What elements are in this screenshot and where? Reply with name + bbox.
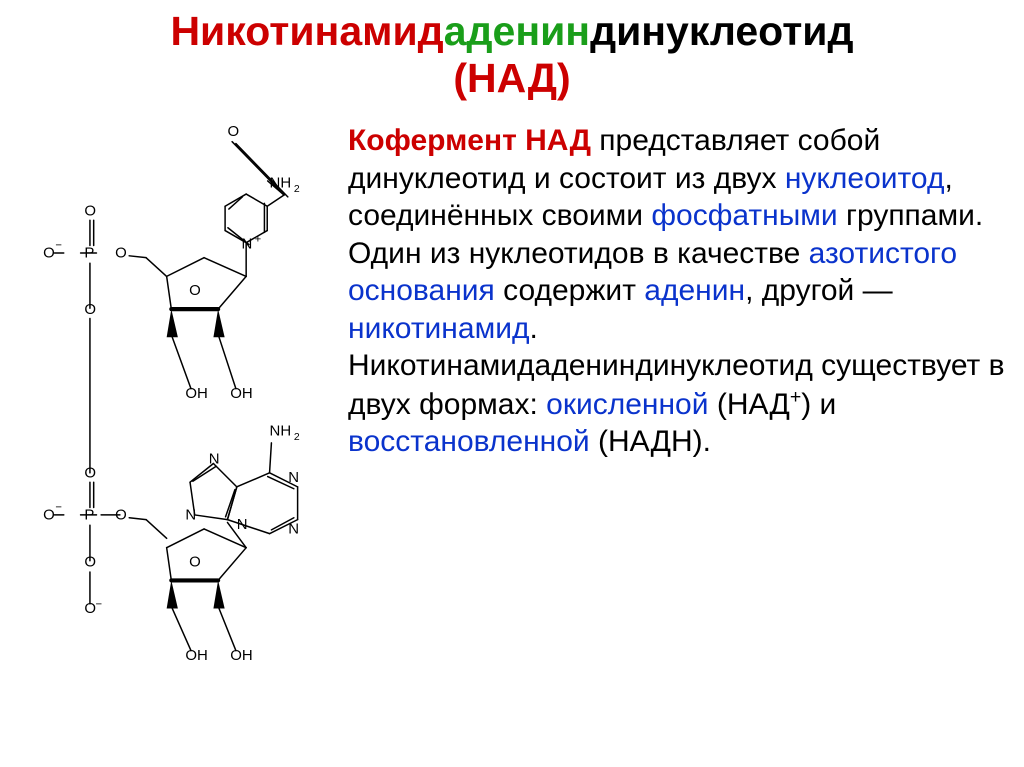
body-segment: окисленной (546, 388, 708, 421)
svg-text:+: + (255, 234, 262, 246)
main-title: Никотинамидадениндинуклеотид (НАД) (16, 8, 1008, 102)
title-segment: динуклеотид (590, 8, 853, 54)
body-segment: фосфатными (651, 199, 837, 232)
svg-text:OH: OH (185, 385, 207, 402)
title-segment: аденин (444, 8, 590, 54)
body-segment: , другой — (745, 274, 893, 307)
body-segment: восстановленной (348, 425, 590, 458)
svg-text:N: N (209, 451, 220, 468)
svg-text:2: 2 (294, 432, 300, 443)
svg-text:−: − (55, 240, 62, 252)
body-segment: (НАД (709, 388, 790, 421)
svg-text:O: O (84, 301, 96, 318)
body-segment: нуклеоитод (785, 162, 945, 195)
body-segment: содержит (495, 274, 644, 307)
svg-text:O: O (43, 245, 55, 262)
svg-text:O: O (43, 507, 55, 524)
content-row: ONH2O−OPOON+OHOHONH2NNNNNO−OPOOO−OOHOH К… (16, 108, 1008, 688)
svg-text:N: N (237, 516, 248, 533)
svg-text:NH: NH (270, 175, 292, 192)
svg-text:N: N (288, 521, 299, 538)
svg-text:2: 2 (294, 184, 300, 195)
svg-text:O: O (84, 203, 96, 220)
svg-text:OH: OH (230, 385, 252, 402)
description-text: Кофермент НАД представляет собой динукле… (336, 108, 1008, 461)
svg-text:O: O (84, 554, 96, 571)
svg-text:O: O (84, 600, 96, 617)
svg-text:O: O (227, 123, 239, 140)
body-segment: Кофермент НАД (348, 124, 599, 157)
svg-text:P: P (84, 245, 94, 262)
svg-text:P: P (84, 507, 94, 524)
body-segment: аденин (644, 274, 745, 307)
title-segment: Никотинамид (170, 8, 443, 54)
svg-text:O: O (189, 282, 201, 299)
svg-text:N: N (288, 469, 299, 486)
svg-text:O: O (115, 507, 127, 524)
title-segment: (НАД) (453, 55, 570, 101)
svg-text:NH: NH (270, 423, 292, 440)
svg-text:O: O (189, 554, 201, 571)
body-segment: (НАДН). (590, 425, 711, 458)
nad-structure-diagram: ONH2O−OPOON+OHOHONH2NNNNNO−OPOOO−OOHOH (16, 108, 336, 688)
svg-text:OH: OH (185, 647, 207, 664)
svg-text:O: O (84, 465, 96, 482)
svg-text:OH: OH (230, 647, 252, 664)
svg-text:O: O (115, 245, 127, 262)
body-segment: + (790, 386, 801, 408)
body-segment: ) и (801, 388, 836, 421)
svg-text:−: − (55, 502, 62, 514)
svg-text:−: − (96, 599, 103, 611)
svg-text:N: N (185, 507, 196, 524)
svg-text:N: N (241, 236, 252, 253)
body-segment: никотинамид (348, 312, 529, 345)
